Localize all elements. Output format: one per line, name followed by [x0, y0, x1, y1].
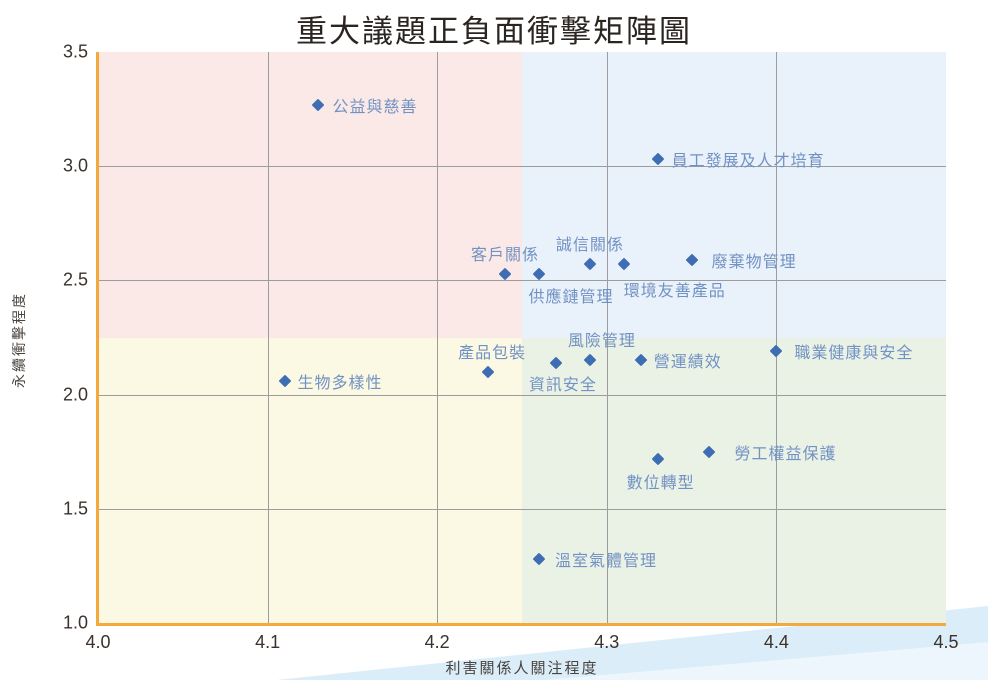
data-point-label: 客戶關係	[471, 246, 540, 264]
quadrant-top-right	[522, 52, 946, 338]
data-point-label: 供應鏈管理	[528, 288, 614, 306]
quadrant-top-left	[98, 52, 522, 338]
quadrant-bottom-left	[98, 337, 522, 623]
x-tick-label: 4.2	[424, 632, 450, 652]
data-point-label: 誠信關係	[555, 237, 624, 255]
data-point-label: 資訊安全	[528, 376, 597, 394]
x-tick-label: 4.1	[255, 632, 281, 652]
x-tick-label: 4.3	[594, 632, 620, 652]
vertical-gridline	[776, 52, 778, 623]
x-axis-line	[96, 623, 946, 626]
chart-title: 重大議題正負面衝擊矩陣圖	[296, 14, 692, 49]
vertical-gridline	[606, 52, 608, 623]
horizontal-gridline	[98, 394, 946, 396]
y-tick-label: 3.0	[62, 155, 88, 176]
data-point-label: 員工發展及人才培育	[671, 153, 825, 171]
y-tick-label: 2.5	[62, 269, 88, 290]
x-axis-title: 利害關係人關注程度	[445, 660, 599, 677]
data-point-label: 廢棄物管理	[711, 253, 797, 271]
y-tick-label: 1.5	[62, 498, 88, 519]
x-tick-label: 4.5	[933, 632, 959, 652]
horizontal-gridline	[98, 280, 946, 282]
horizontal-gridline	[98, 508, 946, 510]
data-point-label: 風險管理	[567, 333, 636, 351]
plot-area: 公益與慈善員工發展及人才培育客戶關係供應鏈管理 誠信關係環境友善產品 廢棄物管理生物…	[96, 52, 946, 626]
data-point-label: 產品包裝	[458, 344, 527, 362]
y-axis-title: 永續衝擊程度	[11, 292, 27, 388]
y-axis-line	[96, 52, 99, 625]
data-point-label: 營運績效	[653, 354, 722, 372]
data-point-label: 數位轉型	[626, 474, 695, 492]
data-point-label: 環境友善產品	[623, 283, 726, 301]
data-point-label: 公益與慈善	[332, 98, 418, 116]
x-tick-label: 4.0	[85, 632, 111, 652]
y-tick-label: 3.5	[62, 41, 88, 62]
vertical-gridline	[267, 52, 269, 623]
y-tick-label: 1.0	[62, 612, 88, 633]
x-tick-label: 4.4	[763, 632, 789, 652]
data-point-label: 溫室氣體管理	[554, 553, 657, 571]
data-point-label: 生物多樣性	[297, 374, 383, 392]
data-point-label: 勞工權益保護	[734, 445, 837, 463]
data-point-label: 職業健康與安全	[794, 345, 914, 363]
quadrant-bottom-right	[522, 337, 946, 623]
vertical-gridline	[437, 52, 439, 623]
horizontal-gridline	[98, 166, 946, 168]
y-tick-label: 2.0	[62, 384, 88, 405]
